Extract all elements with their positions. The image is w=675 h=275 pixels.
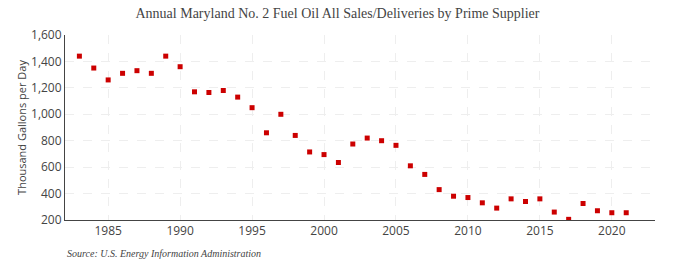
svg-text:2010: 2010 [454,222,482,239]
svg-text:Source: U.S. Energy Informatio: Source: U.S. Energy Information Administ… [67,248,261,259]
svg-text:1,400: 1,400 [31,53,62,70]
svg-text:400: 400 [41,185,62,202]
svg-text:Thousand Gallons per Day: Thousand Gallons per Day [14,60,29,195]
svg-text:600: 600 [41,158,62,175]
svg-text:1,200: 1,200 [31,79,62,96]
svg-text:1995: 1995 [238,222,266,239]
svg-text:800: 800 [41,132,62,149]
svg-text:1,600: 1,600 [31,26,62,43]
svg-text:1990: 1990 [166,222,194,239]
svg-text:2020: 2020 [598,222,626,239]
svg-text:200: 200 [41,211,62,228]
svg-text:2000: 2000 [310,222,338,239]
svg-text:2015: 2015 [526,222,554,239]
svg-text:Annual Maryland No. 2 Fuel Oil: Annual Maryland No. 2 Fuel Oil All Sales… [135,6,539,21]
svg-text:2005: 2005 [382,222,410,239]
svg-text:1,000: 1,000 [31,105,62,122]
svg-text:1985: 1985 [94,222,122,239]
